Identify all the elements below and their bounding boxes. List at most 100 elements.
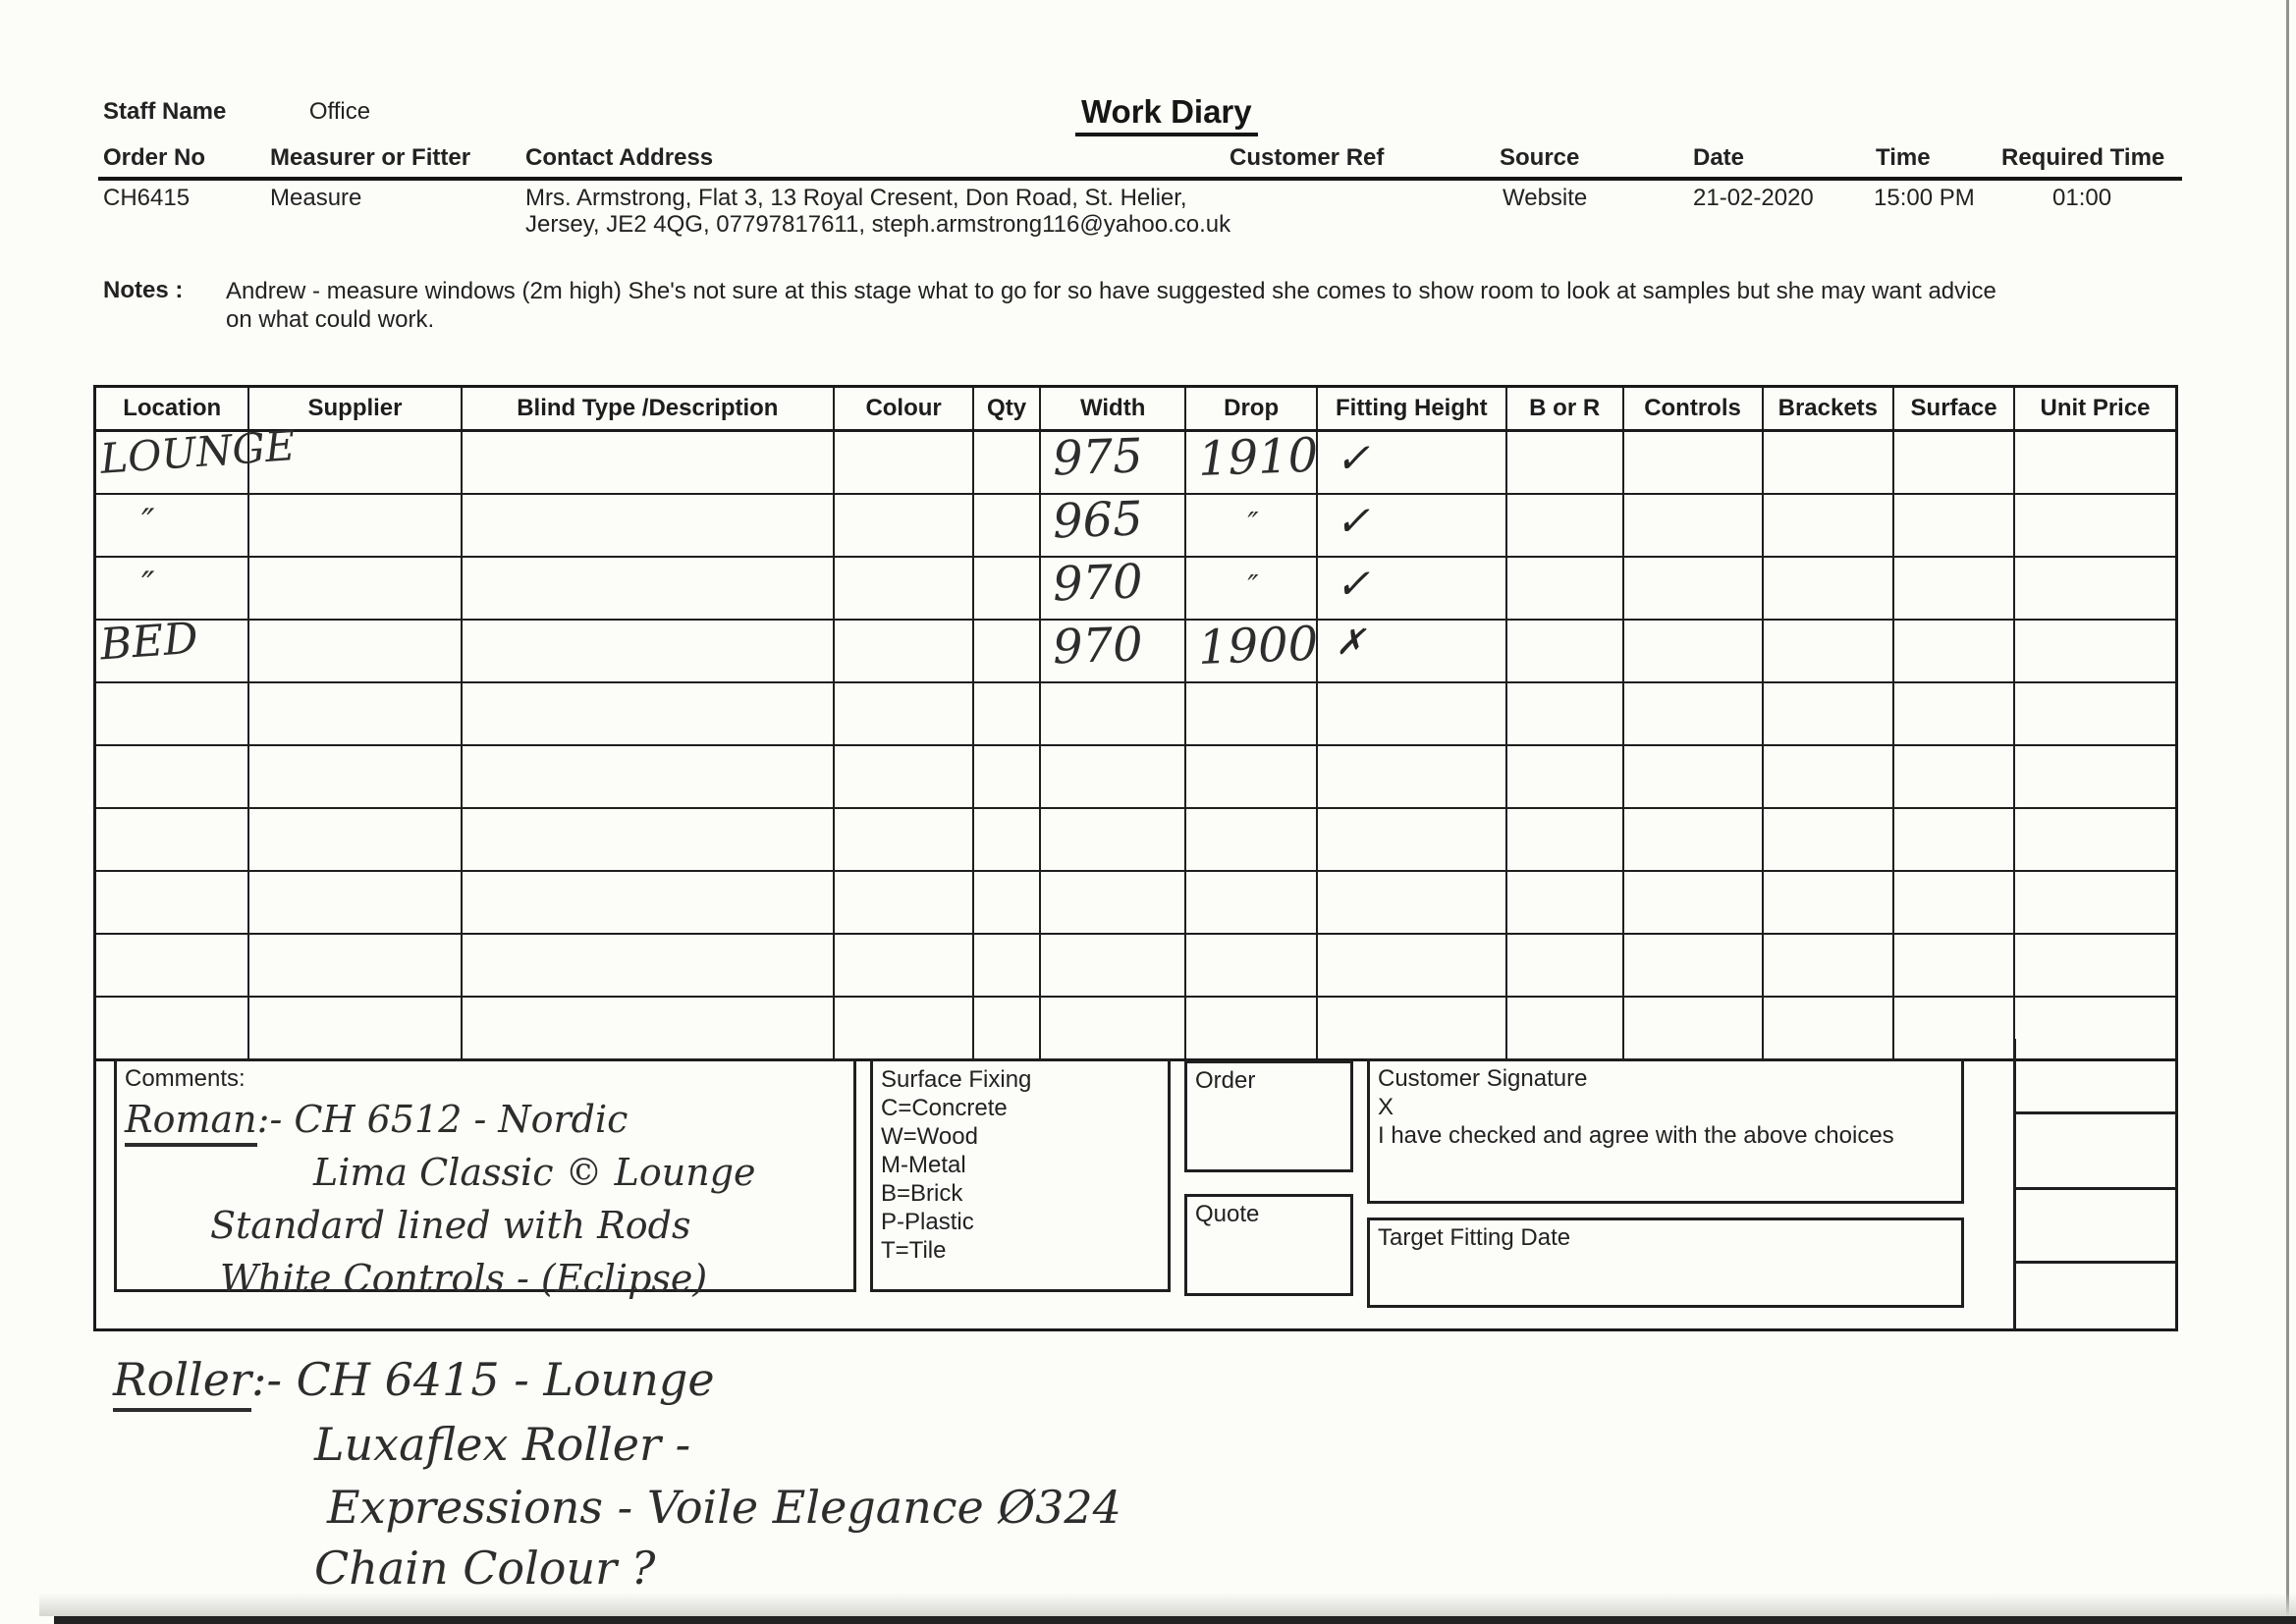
comments-line1-rest: :- CH 6512 - Nordic <box>256 1098 629 1141</box>
empty-cell <box>1504 556 1624 621</box>
handwritten-location: BED <box>98 613 200 671</box>
footer-line1-rest: :- CH 6415 - Lounge <box>250 1353 715 1406</box>
empty-cell <box>833 933 975 998</box>
time-label: Time <box>1876 144 1931 171</box>
notes-label: Notes : <box>103 277 184 303</box>
comments-label: Comments: <box>125 1065 246 1092</box>
required-time-value: 01:00 <box>2052 185 2112 211</box>
col-surface: Surface <box>1892 385 2016 432</box>
order-box: Order <box>1184 1060 1353 1172</box>
empty-cell <box>2013 556 2178 621</box>
empty-cell <box>833 870 975 935</box>
empty-cell <box>2016 1039 2178 1114</box>
empty-cell <box>1315 744 1507 809</box>
handwritten-drop: 1910 <box>1197 427 1320 487</box>
empty-cell <box>1621 996 1764 1061</box>
empty-cell <box>1761 556 1895 621</box>
comments-line1: Roman:- CH 6512 - Nordic <box>125 1093 853 1147</box>
empty-cell <box>460 744 836 809</box>
empty-cell <box>1504 996 1624 1061</box>
cell-fitting-height: ✓ <box>1315 493 1507 558</box>
header-divider <box>98 177 2182 181</box>
col-b-or-r: B or R <box>1504 385 1624 432</box>
empty-cell <box>247 996 463 1061</box>
handwritten-drop: 1900 <box>1197 616 1320 676</box>
empty-cell <box>1621 681 1764 746</box>
empty-cell <box>2013 429 2178 495</box>
footer-line2: Luxaflex Roller - <box>314 1418 691 1471</box>
measurer-value: Measure <box>270 185 362 211</box>
cell-drop: 1910 <box>1184 427 1320 495</box>
empty-cell <box>460 493 836 558</box>
empty-cell <box>1621 493 1764 558</box>
checkmark: ✓ <box>1335 497 1371 545</box>
ditto-mark: ″ <box>141 566 155 606</box>
empty-cell <box>460 870 836 935</box>
col-unit-price: Unit Price <box>2013 385 2178 432</box>
empty-cell <box>93 681 250 746</box>
measurements-table: Location Supplier Blind Type /Descriptio… <box>93 385 2178 1061</box>
empty-cell <box>1504 807 1624 872</box>
empty-cell <box>1038 996 1187 1061</box>
col-fitting-height: Fitting Height <box>1315 385 1507 432</box>
empty-cell <box>1892 933 2016 998</box>
quote-label: Quote <box>1195 1201 1260 1227</box>
col-controls: Controls <box>1621 385 1764 432</box>
empty-cell <box>972 619 1041 683</box>
empty-cell <box>833 493 975 558</box>
order-label: Order <box>1195 1067 1256 1094</box>
staff-name-row: Staff Name Office <box>103 98 370 126</box>
empty-cell <box>247 744 463 809</box>
empty-cell <box>1761 493 1895 558</box>
cell-drop: ″ <box>1184 556 1318 621</box>
notes-text: Andrew - measure windows (2m high) She's… <box>226 277 2151 334</box>
empty-cell <box>1761 870 1895 935</box>
col-blind-type: Blind Type /Description <box>460 385 836 432</box>
empty-cell <box>1184 870 1318 935</box>
unit-price-continuation-column <box>2013 1039 2178 1328</box>
scan-edge-bottom-shadow <box>39 1593 2296 1616</box>
footer-line1: Roller:- CH 6415 - Lounge <box>113 1353 1121 1412</box>
table-row: ″ 965 ″ ✓ <box>93 491 2178 558</box>
empty-cell <box>1621 556 1764 621</box>
empty-cell <box>2013 933 2178 998</box>
bottom-section: Comments: Roman:- CH 6512 - Nordic Lima … <box>93 1039 2178 1331</box>
empty-cell <box>1184 681 1318 746</box>
empty-cell <box>2016 1114 2178 1190</box>
empty-cell <box>1621 619 1764 683</box>
cell-drop: ″ <box>1184 493 1318 558</box>
source-label: Source <box>1500 144 1580 171</box>
empty-cell <box>1761 619 1895 683</box>
empty-cell <box>833 807 975 872</box>
empty-cell <box>1892 493 2016 558</box>
empty-cell <box>1892 807 2016 872</box>
table-row: ″ 970 ″ ✓ <box>93 554 2178 621</box>
ditto-mark: ″ <box>1247 507 1259 541</box>
empty-cell <box>1892 429 2016 495</box>
empty-cell <box>2013 807 2178 872</box>
contact-address-line2: Jersey, JE2 4QG, 07797817611, steph.arms… <box>525 211 1231 238</box>
empty-cell <box>1504 429 1624 495</box>
surface-fixing-item: B=Brick <box>881 1180 963 1207</box>
empty-cell <box>1761 996 1895 1061</box>
time-value: 15:00 PM <box>1874 185 1975 211</box>
empty-cell <box>1504 744 1624 809</box>
empty-cell <box>1761 933 1895 998</box>
table-row <box>93 744 2178 809</box>
table-row <box>93 807 2178 872</box>
empty-cell <box>247 556 463 621</box>
cross-mark: ✗ <box>1335 623 1366 663</box>
empty-cell <box>247 619 463 683</box>
empty-cell <box>460 933 836 998</box>
checkmark: ✓ <box>1335 560 1371 608</box>
empty-cell <box>1621 870 1764 935</box>
cell-location: LOUNGE <box>93 421 297 495</box>
source-value: Website <box>1503 185 1588 211</box>
col-width: Width <box>1038 385 1187 432</box>
empty-cell <box>1315 681 1507 746</box>
staff-name-value: Office <box>308 98 371 125</box>
col-drop: Drop <box>1184 385 1318 432</box>
col-brackets: Brackets <box>1761 385 1895 432</box>
empty-cell <box>460 681 836 746</box>
empty-cell <box>247 807 463 872</box>
